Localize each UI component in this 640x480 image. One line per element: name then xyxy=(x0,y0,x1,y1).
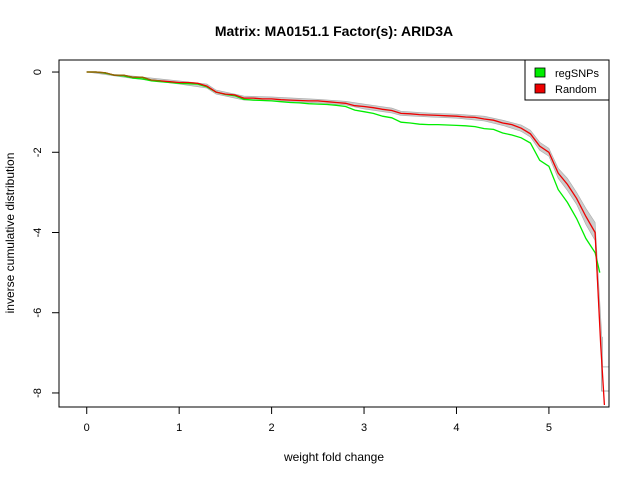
series-line-random xyxy=(86,71,606,406)
x-tick-label: 3 xyxy=(361,422,367,434)
y-tick-label: -2 xyxy=(32,147,44,157)
y-tick-label: 0 xyxy=(32,69,44,75)
series-overlap-line xyxy=(86,71,161,82)
legend-swatch-regsnps xyxy=(534,67,546,78)
y-tick-label: -6 xyxy=(32,308,44,318)
x-axis-label: weight fold change xyxy=(283,450,384,464)
x-tick-label: 0 xyxy=(84,422,90,434)
y-tick-label: -8 xyxy=(32,388,44,398)
legend-label-regsnps: regSNPs xyxy=(555,68,600,80)
x-tick-label: 4 xyxy=(453,422,459,434)
legend-box xyxy=(524,59,610,101)
chart-title: Matrix: MA0151.1 Factor(s): ARID3A xyxy=(215,23,453,39)
y-tick-label: -4 xyxy=(32,228,44,238)
x-tick-label: 1 xyxy=(176,422,182,434)
x-tick-label: 2 xyxy=(269,422,275,434)
random-band-tail xyxy=(601,360,609,392)
series-layer xyxy=(86,71,606,406)
legend-swatch-random xyxy=(534,83,546,94)
y-axis: 0 -2 -4 -6 -8 xyxy=(32,69,60,398)
legend-label-random: Random xyxy=(555,84,597,96)
y-axis-label: inverse cumulative distribution xyxy=(3,153,17,314)
series-line-regsnps xyxy=(86,71,601,273)
random-band xyxy=(86,71,602,361)
x-tick-label: 5 xyxy=(546,422,552,434)
legend: regSNPs Random xyxy=(524,59,610,101)
x-axis: 0 1 2 3 4 5 xyxy=(84,406,552,434)
